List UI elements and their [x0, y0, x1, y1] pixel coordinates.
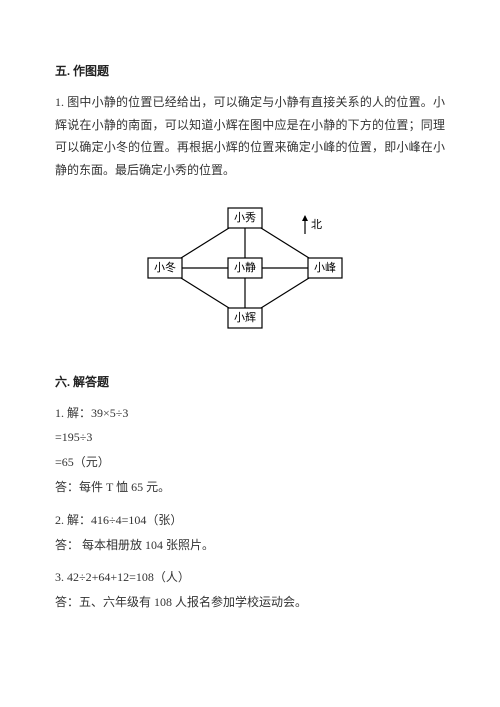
diagram-edge: [181, 228, 229, 258]
north-label: 北: [311, 218, 322, 231]
diagram-label-feng: 小峰: [314, 261, 336, 274]
answer-3-line-2: 答：五、六年级有 108 人报名参加学校运动会。: [55, 591, 445, 614]
answer-1-line-3: =65（元）: [55, 451, 445, 474]
north-arrow-head: [302, 215, 308, 221]
section5-title: 五. 作图题: [55, 60, 445, 83]
answer-2-line-2: 答： 每本相册放 104 张照片。: [55, 534, 445, 557]
diagram-container: 小秀小冬 小静 小峰小辉 北: [55, 198, 445, 351]
section5-q1: 1. 图中小静的位置已经给出，可以确定与小静有直接关系的人的位置。小辉说在小静的…: [55, 91, 445, 182]
answer-1-line-4: 答：每件 T 恤 65 元。: [55, 476, 445, 499]
answer-1-line-1: 1. 解：39×5÷3: [55, 402, 445, 425]
answer-2-line-1: 2. 解：416÷4=104（张）: [55, 509, 445, 532]
diagram-label-xiu: 小秀: [234, 211, 256, 224]
diagram-edge: [181, 278, 229, 308]
answer-1-line-2: =195÷3: [55, 426, 445, 449]
answer-spacer: [55, 558, 445, 564]
diagram-edge: [261, 228, 309, 258]
answers-block: 1. 解：39×5÷3=195÷3=65（元）答：每件 T 恤 65 元。 2. …: [55, 402, 445, 614]
diagram-label-dong: 小冬: [154, 260, 176, 274]
diagram-edge: [261, 278, 309, 308]
section6-title: 六. 解答题: [55, 371, 445, 394]
diagram-label-jing: 小静: [234, 260, 256, 274]
diagram-label-hui: 小辉: [234, 311, 256, 324]
answer-spacer: [55, 501, 445, 507]
position-diagram: 小秀小冬 小静 小峰小辉 北: [135, 198, 365, 343]
answer-3-line-1: 3. 42÷2+64+12=108（人）: [55, 566, 445, 589]
